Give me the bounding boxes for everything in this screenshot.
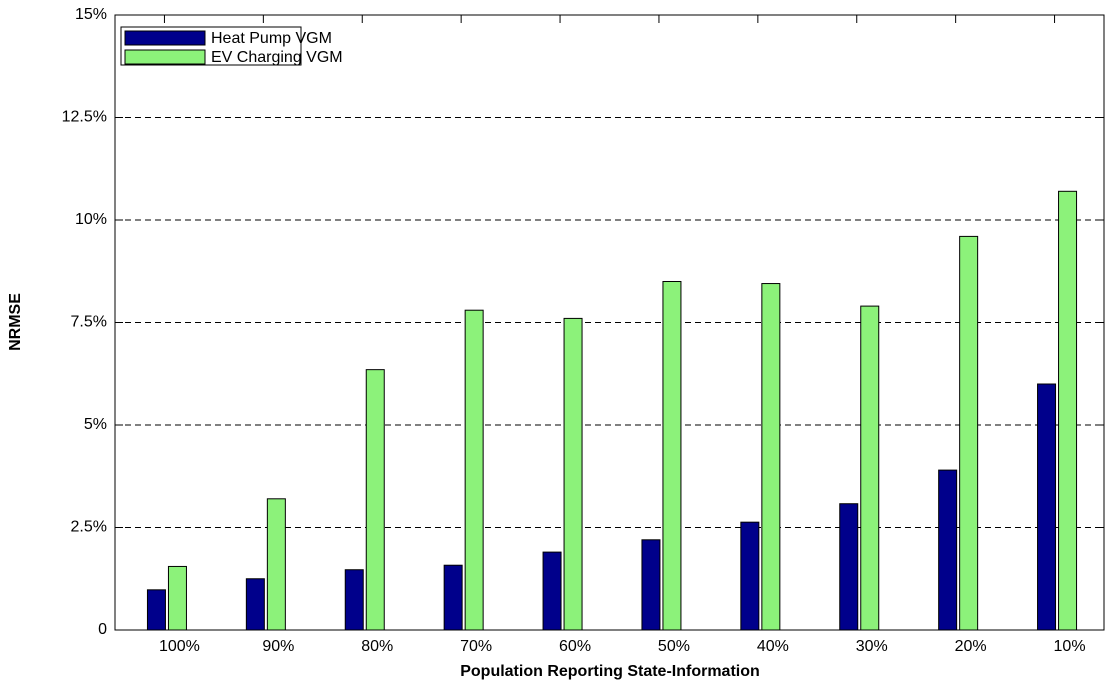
bar bbox=[365, 369, 385, 631]
bar bbox=[443, 564, 463, 631]
y-tick-label: 0 bbox=[98, 621, 107, 638]
y-tick-label: 2.5% bbox=[71, 519, 107, 536]
y-axis-label: NRMSE bbox=[7, 293, 24, 351]
bar bbox=[167, 565, 187, 631]
legend-swatch bbox=[124, 30, 206, 46]
y-tick-label: 15% bbox=[75, 6, 107, 23]
bar bbox=[245, 578, 265, 631]
bar bbox=[761, 283, 781, 631]
bar bbox=[641, 539, 661, 631]
bar bbox=[1058, 190, 1078, 631]
bar bbox=[938, 469, 958, 631]
bar bbox=[1037, 383, 1057, 631]
plot-frame bbox=[114, 14, 1105, 631]
legend-swatch bbox=[124, 49, 206, 65]
y-tick-label: 12.5% bbox=[62, 109, 107, 126]
x-tick-label: 10% bbox=[1054, 638, 1086, 655]
x-tick-label: 20% bbox=[955, 638, 987, 655]
bar bbox=[662, 281, 682, 631]
y-tick-label: 7.5% bbox=[71, 314, 107, 331]
bar bbox=[860, 305, 880, 631]
bar bbox=[959, 235, 979, 631]
x-tick-label: 100% bbox=[159, 638, 200, 655]
bar bbox=[839, 503, 859, 631]
bar bbox=[344, 569, 364, 631]
x-tick-label: 50% bbox=[658, 638, 690, 655]
bar bbox=[563, 317, 583, 631]
legend-label: Heat Pump VGM bbox=[211, 30, 332, 47]
x-tick-label: 40% bbox=[757, 638, 789, 655]
x-tick-label: 70% bbox=[460, 638, 492, 655]
legend-label: EV Charging VGM bbox=[211, 49, 343, 66]
x-tick-label: 80% bbox=[361, 638, 393, 655]
y-tick-label: 10% bbox=[75, 211, 107, 228]
x-tick-label: 90% bbox=[262, 638, 294, 655]
bar bbox=[542, 551, 562, 631]
bar bbox=[146, 589, 166, 631]
y-tick-label: 5% bbox=[84, 416, 107, 433]
bar bbox=[464, 309, 484, 631]
x-tick-label: 30% bbox=[856, 638, 888, 655]
x-axis-label: Population Reporting State-Information bbox=[460, 663, 760, 680]
x-tick-label: 60% bbox=[559, 638, 591, 655]
bar bbox=[740, 521, 760, 631]
bar bbox=[266, 498, 286, 631]
